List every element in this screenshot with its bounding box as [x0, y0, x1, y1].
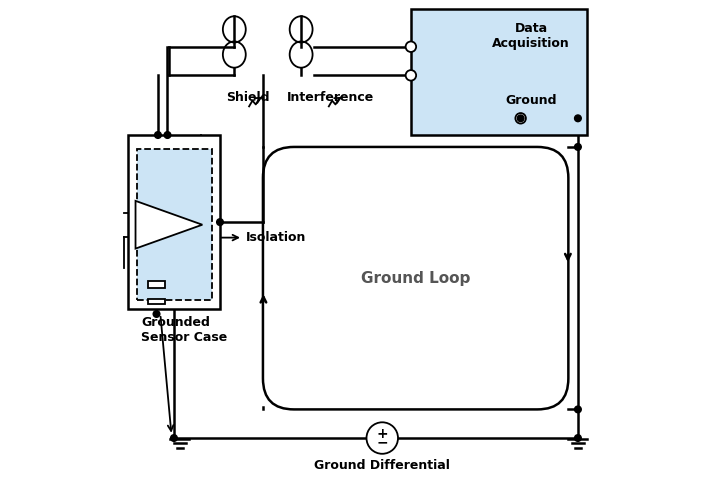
Text: Data
Acquisition: Data Acquisition: [492, 23, 570, 50]
Circle shape: [515, 113, 526, 123]
Text: Signal: Signal: [419, 40, 463, 53]
Circle shape: [406, 41, 416, 52]
Text: Grounded
Sensor Case: Grounded Sensor Case: [141, 316, 228, 344]
Bar: [137, 149, 212, 300]
Polygon shape: [135, 201, 202, 249]
Bar: [148, 281, 165, 288]
Circle shape: [367, 422, 398, 454]
Text: Ground Loop: Ground Loop: [361, 271, 471, 286]
Circle shape: [155, 132, 162, 138]
Circle shape: [171, 435, 177, 442]
Text: Interference: Interference: [287, 91, 374, 104]
Text: −: −: [377, 436, 388, 450]
Text: Ground Differential: Ground Differential: [314, 458, 450, 471]
FancyBboxPatch shape: [411, 9, 587, 135]
Circle shape: [575, 435, 581, 442]
Circle shape: [216, 219, 224, 226]
Text: Shield: Shield: [226, 91, 270, 104]
Text: Common: Common: [419, 69, 481, 82]
Text: Ground: Ground: [506, 95, 557, 108]
Circle shape: [518, 115, 524, 121]
Text: Isolation: Isolation: [246, 231, 307, 244]
Circle shape: [575, 115, 581, 121]
Bar: [128, 135, 220, 309]
Circle shape: [153, 311, 160, 317]
Bar: [148, 299, 165, 304]
Circle shape: [575, 144, 581, 150]
Circle shape: [575, 406, 581, 413]
Text: +: +: [377, 427, 388, 441]
Circle shape: [164, 132, 171, 138]
Circle shape: [406, 70, 416, 81]
